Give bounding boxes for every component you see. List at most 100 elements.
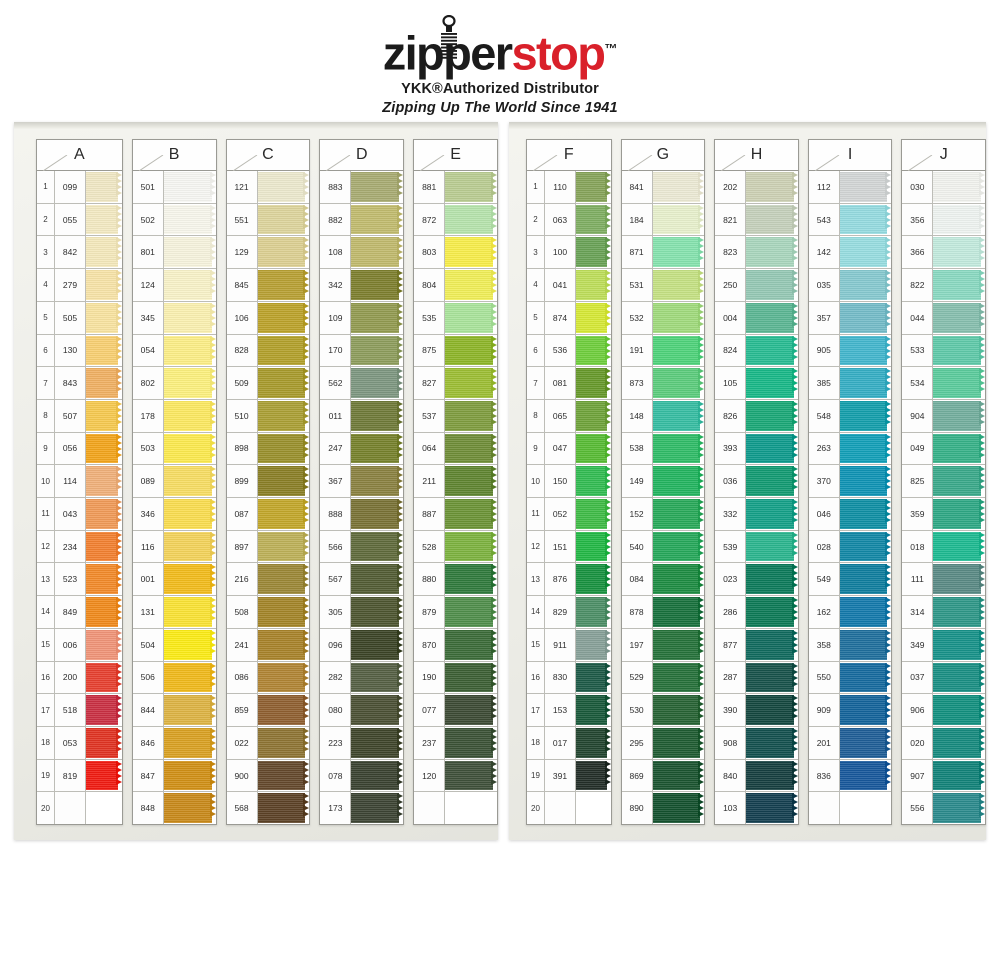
- color-swatch-cell[interactable]: [257, 432, 310, 465]
- color-swatch[interactable]: [746, 270, 798, 300]
- color-swatch-cell[interactable]: [652, 759, 705, 792]
- color-row[interactable]: 201: [808, 726, 892, 760]
- color-row[interactable]: 562: [320, 367, 404, 400]
- color-row[interactable]: 528: [414, 530, 497, 564]
- color-swatch-cell[interactable]: [86, 759, 122, 792]
- color-row[interactable]: 15 911: [527, 628, 611, 662]
- color-row[interactable]: 346: [132, 498, 216, 531]
- color-swatch[interactable]: [576, 695, 611, 725]
- color-swatch[interactable]: [445, 433, 497, 464]
- color-row[interactable]: 539: [715, 530, 798, 564]
- color-row[interactable]: 803: [414, 236, 497, 270]
- color-swatch-cell[interactable]: [445, 236, 497, 269]
- color-row[interactable]: 9 056: [37, 432, 122, 466]
- color-swatch-cell[interactable]: [445, 563, 497, 596]
- color-swatch[interactable]: [257, 433, 310, 464]
- color-row[interactable]: 548: [808, 399, 892, 433]
- color-row[interactable]: 534: [902, 367, 985, 400]
- color-swatch-cell[interactable]: [839, 759, 892, 792]
- color-swatch[interactable]: [933, 564, 985, 595]
- color-row[interactable]: 909: [808, 694, 892, 727]
- color-row[interactable]: 202: [715, 171, 798, 204]
- color-swatch[interactable]: [445, 597, 497, 627]
- color-row[interactable]: 149: [621, 465, 705, 499]
- color-swatch-cell[interactable]: [933, 399, 985, 432]
- color-row[interactable]: 538: [621, 432, 705, 466]
- color-swatch[interactable]: [746, 237, 798, 268]
- color-swatch[interactable]: [839, 335, 892, 366]
- color-row[interactable]: 18 017: [527, 726, 611, 760]
- color-swatch[interactable]: [445, 237, 497, 268]
- color-swatch[interactable]: [351, 760, 404, 791]
- color-swatch-cell[interactable]: [86, 563, 122, 596]
- color-swatch[interactable]: [163, 629, 216, 660]
- color-swatch[interactable]: [839, 466, 892, 497]
- color-swatch[interactable]: [746, 204, 798, 235]
- color-swatch[interactable]: [351, 531, 404, 562]
- color-row[interactable]: [808, 792, 892, 825]
- color-swatch-cell[interactable]: [933, 661, 985, 694]
- color-swatch-cell[interactable]: [933, 498, 985, 530]
- color-row[interactable]: 888: [320, 498, 404, 531]
- color-swatch[interactable]: [746, 662, 798, 693]
- color-swatch-cell[interactable]: [351, 236, 404, 269]
- color-row[interactable]: 887: [414, 498, 497, 531]
- color-swatch[interactable]: [163, 400, 216, 431]
- color-row[interactable]: 871: [621, 236, 705, 270]
- color-row[interactable]: 080: [320, 694, 404, 727]
- color-swatch[interactable]: [652, 172, 705, 202]
- color-swatch[interactable]: [746, 629, 798, 660]
- color-swatch-cell[interactable]: [351, 596, 404, 628]
- color-swatch-cell[interactable]: [746, 432, 798, 465]
- color-row[interactable]: 046: [808, 498, 892, 531]
- color-row[interactable]: 845: [226, 269, 310, 302]
- color-row[interactable]: 2 063: [527, 203, 611, 237]
- color-row[interactable]: 5 505: [37, 301, 122, 335]
- color-swatch-cell[interactable]: [86, 301, 122, 334]
- color-swatch[interactable]: [257, 662, 310, 693]
- color-row[interactable]: 023: [715, 563, 798, 597]
- color-swatch[interactable]: [933, 270, 985, 300]
- color-swatch[interactable]: [445, 204, 497, 235]
- color-swatch[interactable]: [163, 433, 216, 464]
- color-swatch[interactable]: [351, 172, 404, 202]
- color-swatch-cell[interactable]: [351, 203, 404, 236]
- color-row[interactable]: 16 830: [527, 661, 611, 695]
- color-row[interactable]: 129: [226, 236, 310, 270]
- color-swatch-cell[interactable]: [839, 563, 892, 596]
- color-row[interactable]: 6 536: [527, 334, 611, 368]
- color-row[interactable]: 286: [715, 596, 798, 629]
- color-swatch-cell[interactable]: [652, 269, 705, 301]
- color-swatch[interactable]: [163, 597, 216, 627]
- color-row[interactable]: 14 829: [527, 596, 611, 629]
- color-swatch[interactable]: [933, 368, 985, 398]
- color-row[interactable]: 878: [621, 596, 705, 629]
- color-swatch[interactable]: [746, 499, 798, 529]
- color-swatch-cell[interactable]: [257, 399, 310, 432]
- color-swatch[interactable]: [652, 760, 705, 791]
- color-row[interactable]: 173: [320, 792, 404, 825]
- color-swatch-cell[interactable]: [86, 432, 122, 465]
- color-swatch-cell[interactable]: [257, 203, 310, 236]
- color-swatch[interactable]: [933, 400, 985, 431]
- color-swatch-cell[interactable]: [652, 628, 705, 661]
- color-swatch[interactable]: [933, 727, 985, 758]
- color-swatch-cell[interactable]: [351, 269, 404, 301]
- color-swatch-cell[interactable]: [652, 399, 705, 432]
- color-row[interactable]: 077: [414, 694, 497, 727]
- color-swatch-cell[interactable]: [163, 628, 216, 661]
- color-swatch[interactable]: [576, 564, 611, 595]
- color-swatch[interactable]: [351, 727, 404, 758]
- color-swatch[interactable]: [86, 499, 122, 529]
- color-row[interactable]: 824: [715, 334, 798, 368]
- color-swatch[interactable]: [163, 335, 216, 366]
- color-row[interactable]: 823: [715, 236, 798, 270]
- color-row[interactable]: 840: [715, 759, 798, 793]
- color-swatch[interactable]: [257, 466, 310, 497]
- color-row[interactable]: 508: [226, 596, 310, 629]
- color-row[interactable]: 3 100: [527, 236, 611, 270]
- color-swatch[interactable]: [576, 172, 611, 202]
- color-row[interactable]: 872: [414, 203, 497, 237]
- color-swatch-cell[interactable]: [445, 269, 497, 301]
- color-swatch[interactable]: [933, 499, 985, 529]
